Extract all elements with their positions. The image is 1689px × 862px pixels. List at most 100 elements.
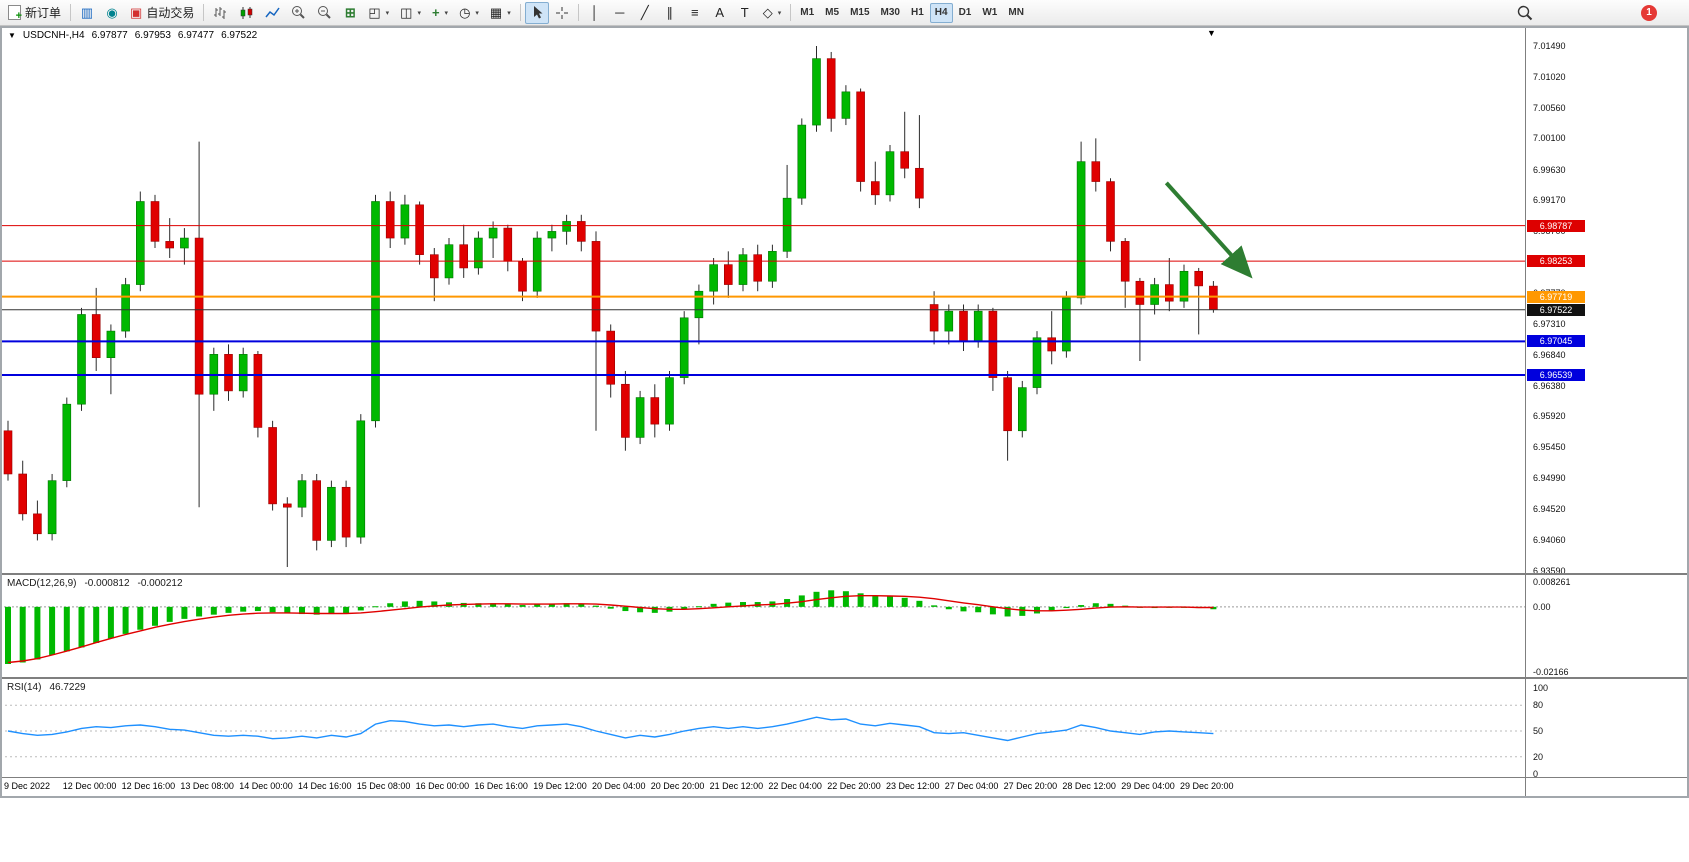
zoom-in-button[interactable] (286, 2, 311, 24)
timeframe-button-D1[interactable]: D1 (958, 7, 972, 18)
shapes-tool-button[interactable]: ◇ ▾ (758, 2, 787, 24)
rsi-panel-canvas[interactable] (0, 680, 1525, 776)
fibonacci-tool-button[interactable]: ≡ (683, 2, 707, 24)
candle-body (709, 264, 718, 292)
macd-histogram-bar (1078, 605, 1085, 607)
line-chart-mode-button[interactable] (260, 2, 285, 24)
candle-body (562, 221, 571, 232)
timeframe-button-H4[interactable]: H4 (929, 2, 953, 23)
time-axis-label: 14 Dec 16:00 (298, 781, 352, 791)
macd-histogram-bar (357, 606, 364, 611)
price-axis[interactable]: 7.01490 7.01020 7.00560 7.00100 6.99630 6.991… (1525, 26, 1689, 798)
line-chart-icon (265, 7, 280, 17)
macd-histogram-bar (563, 603, 570, 607)
new-order-label: 新订单 (25, 6, 62, 20)
time-axis-label: 14 Dec 00:00 (239, 781, 293, 791)
macd-histogram-bar (695, 606, 702, 608)
arrange-icon: ◫ (400, 5, 413, 20)
panel-separator[interactable] (0, 573, 1689, 575)
trend-arrow-annotation[interactable] (1164, 181, 1253, 279)
candle-body (1076, 161, 1086, 299)
template-menu-button[interactable]: ▦ ▾ (485, 2, 516, 24)
trendline-icon: ╱ (640, 5, 649, 20)
candle-body (47, 480, 57, 535)
text-tool-button[interactable]: A (708, 2, 732, 24)
candle-body (194, 237, 204, 395)
time-axis[interactable]: 9 Dec 2022 12 Dec 00:00 12 Dec 16:00 13 Dec… (0, 779, 1525, 797)
bar-chart-mode-button[interactable] (208, 2, 233, 24)
time-axis-label: 15 Dec 08:00 (356, 781, 411, 791)
label-tool-button[interactable]: T (733, 2, 757, 24)
zoom-out-button[interactable] (312, 2, 337, 24)
new-order-button[interactable]: + 新订单 (3, 2, 66, 24)
clock-icon: ◷ (459, 5, 471, 20)
vertical-line-tool-button[interactable]: │ (583, 2, 607, 24)
candle-body (371, 201, 380, 422)
notification-badge[interactable]: 1 (1641, 5, 1657, 21)
chart-shift-marker-icon[interactable]: ▼ (1207, 28, 1216, 38)
macd-histogram-bar (607, 606, 614, 609)
symbol-dropdown-icon[interactable]: ▼ (8, 31, 16, 40)
market-watch-button[interactable]: ▥ (75, 2, 99, 24)
candle-body (62, 403, 72, 481)
symbol-period-label: USDCNH-,H4 (22, 30, 85, 41)
candle-body (576, 221, 586, 242)
macd-histogram-bar (372, 606, 379, 608)
candle-body (91, 314, 101, 358)
time-axis-label: 20 Dec 20:00 (650, 781, 705, 791)
candle-body (327, 486, 336, 541)
panel-separator[interactable] (0, 677, 1689, 679)
timeframe-button-M5[interactable]: M5 (825, 7, 840, 18)
macd-histogram-bar (196, 606, 203, 617)
candle-body (1091, 161, 1101, 182)
channel-tool-button[interactable]: ∥ (658, 2, 682, 24)
timeframe-button-M15[interactable]: M15 (850, 7, 870, 18)
price-tag: 6.97719 (1527, 290, 1585, 303)
macd-histogram-bar (34, 606, 41, 660)
candle-body (356, 420, 366, 538)
data-window-button[interactable]: ◉ (100, 2, 124, 24)
zoom-out-icon (318, 6, 332, 19)
add-indicator-button[interactable]: + ▾ (427, 2, 453, 24)
arrange-windows-button[interactable]: ◫ ▾ (395, 2, 426, 24)
macd-histogram-bar (401, 601, 408, 607)
macd-histogram-bar (989, 606, 996, 615)
crosshair-tool-button[interactable] (550, 2, 574, 24)
macd-histogram-bar (975, 606, 982, 613)
autotrade-icon: ▣ (130, 5, 143, 20)
macd-histogram-bar (5, 606, 11, 664)
price-chart-canvas[interactable] (0, 40, 1525, 573)
timeframe-button-MN[interactable]: MN (1008, 7, 1024, 18)
autotrade-button[interactable]: ▣ 自动交易 (125, 2, 199, 24)
timeframe-button-H1[interactable]: H1 (910, 7, 924, 18)
macd-histogram-bar (828, 590, 835, 607)
period-menu-button[interactable]: ◷ ▾ (454, 2, 484, 24)
candle-body (33, 513, 42, 535)
chevron-down-icon: ▾ (444, 9, 449, 17)
timeframe-button-M30[interactable]: M30 (880, 7, 900, 18)
trendline-tool-button[interactable]: ╱ (633, 2, 657, 24)
macd-panel-canvas[interactable] (0, 576, 1525, 676)
timeframe-button-M1[interactable]: M1 (800, 7, 815, 18)
candlestick-mode-button[interactable] (234, 2, 259, 24)
candle-body (77, 314, 86, 405)
search-button[interactable] (1512, 2, 1538, 24)
candle-body (3, 430, 13, 475)
candle-body (503, 227, 513, 262)
cursor-tool-button[interactable] (524, 1, 549, 24)
price-tick: 6.96380 (1533, 380, 1566, 391)
price-tick: 6.93590 (1533, 566, 1566, 576)
macd-histogram-bar (945, 606, 952, 610)
time-axis-label: 9 Dec 2022 (4, 781, 51, 791)
time-axis-label: 29 Dec 04:00 (1121, 781, 1175, 791)
timeframe-button-W1[interactable]: W1 (982, 7, 998, 18)
candle-body (1179, 270, 1189, 302)
candle-body (679, 317, 689, 378)
tile-windows-button[interactable]: ⊞ (338, 2, 362, 24)
candle-body (459, 244, 469, 269)
macd-histogram-bar (901, 597, 908, 607)
candle-body (797, 124, 807, 199)
channel-icon: ∥ (666, 5, 673, 20)
horizontal-line-tool-button[interactable]: ─ (608, 2, 632, 24)
cascade-windows-button[interactable]: ◰ ▾ (363, 2, 394, 24)
